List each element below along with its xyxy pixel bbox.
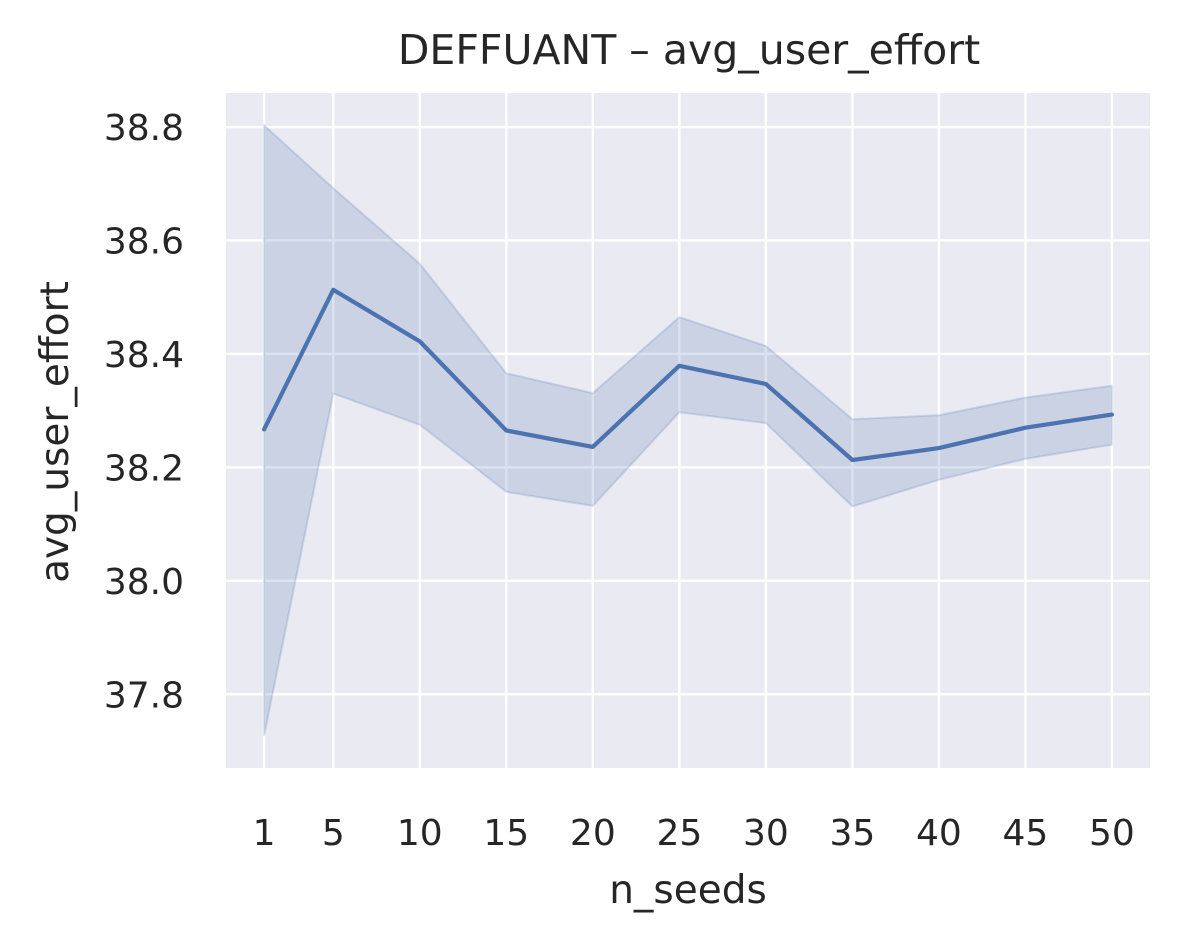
x-tick-label: 25 xyxy=(656,813,702,854)
x-tick-label: 10 xyxy=(397,813,443,854)
y-tick-label: 38.8 xyxy=(104,108,184,149)
x-tick-label: 15 xyxy=(483,813,529,854)
y-tick-label: 38.0 xyxy=(104,562,184,603)
y-tick-label: 37.8 xyxy=(104,675,184,716)
x-tick-label: 40 xyxy=(916,813,962,854)
x-tick-labels: 1 5 10 15 20 25 30 35 40 45 50 xyxy=(253,813,1135,854)
series-line-layer xyxy=(262,287,1115,463)
x-tick-label: 20 xyxy=(570,813,616,854)
y-tick-label: 38.2 xyxy=(104,448,184,489)
x-axis-label: n_seeds xyxy=(609,868,767,913)
confidence-band-layer xyxy=(263,123,1113,736)
chart-title: DEFFUANT – avg_user_effort xyxy=(398,26,980,74)
y-tick-labels: 37.8 38.0 38.2 38.4 38.6 38.8 xyxy=(104,108,184,716)
plot-area xyxy=(226,93,1150,768)
x-tick-label: 45 xyxy=(1003,813,1049,854)
y-tick-label: 38.6 xyxy=(104,221,184,262)
x-tick-label: 30 xyxy=(743,813,789,854)
x-tick-label: 5 xyxy=(322,813,345,854)
x-tick-label: 35 xyxy=(829,813,875,854)
confidence-band xyxy=(263,123,1113,736)
grid-lines xyxy=(226,93,1150,768)
y-axis-label: avg_user_effort xyxy=(33,281,78,583)
x-tick-label: 50 xyxy=(1089,813,1135,854)
y-tick-label: 38.4 xyxy=(104,335,184,376)
x-tick-label: 1 xyxy=(253,813,276,854)
